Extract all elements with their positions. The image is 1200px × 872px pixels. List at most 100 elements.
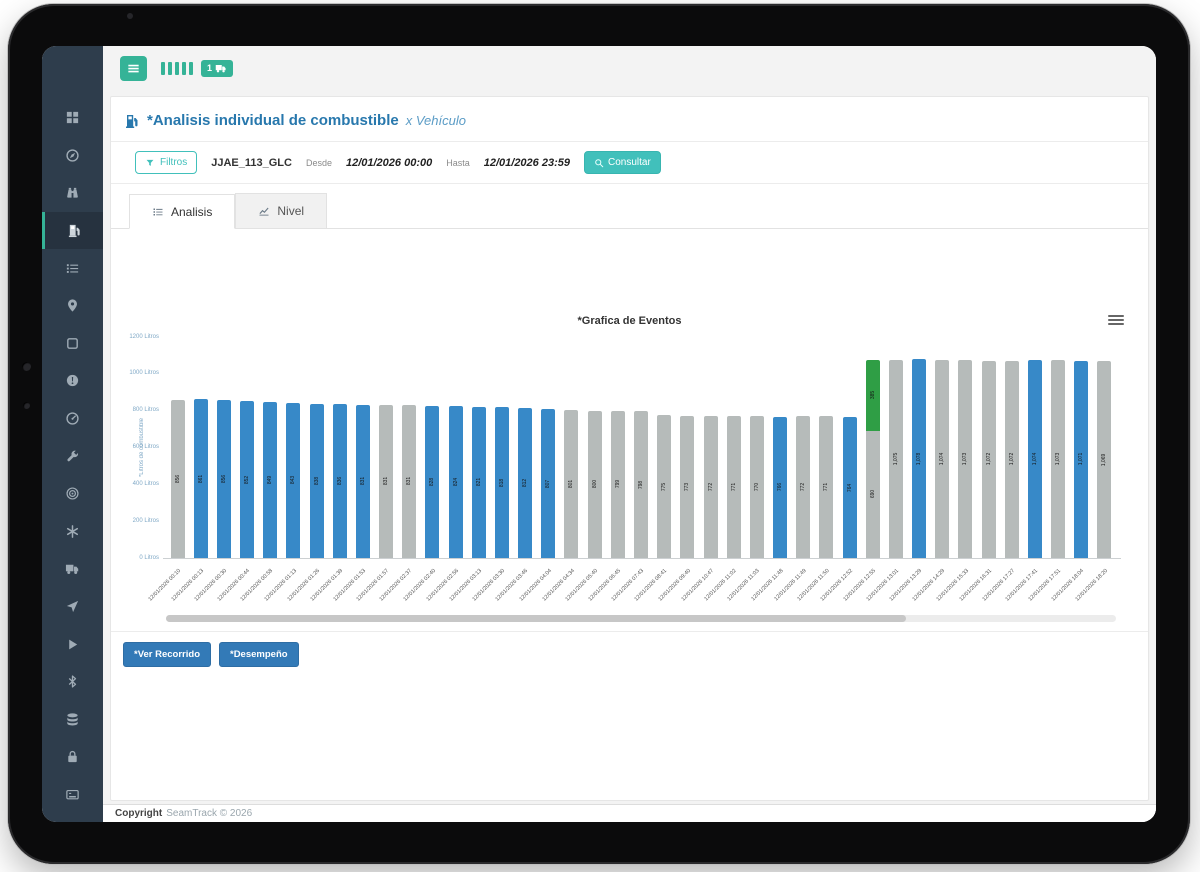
fuel-level-segment: 690 <box>865 430 880 558</box>
bar-value-label: 772 <box>707 482 714 492</box>
bar-value-label: 821 <box>475 478 482 487</box>
sidebar-item-compass[interactable] <box>42 137 103 175</box>
chart-bar[interactable]: 766 <box>773 416 788 558</box>
light-sensor <box>23 402 30 409</box>
chart-bar[interactable]: 812 <box>518 408 533 558</box>
fuel-level-segment: 1,075 <box>888 360 903 558</box>
chart-bar[interactable]: 849 <box>263 401 278 558</box>
sidebar-item-lock[interactable] <box>42 738 103 776</box>
sidebar-item-database[interactable] <box>42 701 103 739</box>
chart-bar[interactable]: 836 <box>332 404 347 558</box>
chart-bar[interactable]: 1,074 <box>935 360 950 558</box>
chart-bar[interactable]: 1,072 <box>1004 360 1019 558</box>
app-screen: 1 *Analisis individual de combustible x … <box>42 46 1156 822</box>
chart-bar[interactable]: 775 <box>657 415 672 558</box>
chart-bar[interactable]: 1,073 <box>1051 360 1066 558</box>
chart-bar[interactable]: 798 <box>634 411 648 558</box>
y-axis-tick: 400 Litros <box>132 480 159 487</box>
sidebar-item-nav-arrow[interactable] <box>42 588 103 626</box>
chart-bar[interactable]: 856 <box>170 400 185 558</box>
chart-bar[interactable]: 801 <box>564 410 579 558</box>
sidebar-item-binoculars[interactable] <box>42 174 103 212</box>
chart-bar[interactable]: 843 <box>286 402 301 558</box>
sidebar-item-play[interactable] <box>42 625 103 663</box>
chart-bar[interactable]: 1,078 <box>912 359 927 558</box>
sidebar-item-grid[interactable] <box>42 99 103 137</box>
chart-bar[interactable]: 821 <box>471 406 486 558</box>
sidebar-item-map-pin[interactable] <box>42 287 103 325</box>
chart-bar[interactable]: 818 <box>494 407 509 558</box>
tab-analisis[interactable]: Analisis <box>129 194 236 229</box>
chart-scrollbar-track[interactable] <box>166 615 1116 622</box>
chart-bar[interactable]: 770 <box>749 416 764 558</box>
chart-bar[interactable]: 771 <box>819 416 834 558</box>
fuel-level-segment: 828 <box>425 405 440 558</box>
sidebar-item-asterisk[interactable] <box>42 513 103 551</box>
chart-bar[interactable]: 852 <box>240 401 255 558</box>
chart-bar[interactable]: 799 <box>610 410 625 558</box>
chart-bar[interactable]: 1,074 <box>1027 360 1042 558</box>
tab-bar: Analisis Nivel <box>111 193 1148 229</box>
menu-toggle-button[interactable] <box>120 55 147 81</box>
page-header: *Analisis individual de combustible x Ve… <box>111 97 1148 141</box>
fuel-pump-icon <box>68 224 80 238</box>
desde-value[interactable]: 12/01/2026 00:00 <box>345 156 433 169</box>
chart-scrollbar-thumb[interactable] <box>166 615 906 622</box>
chart-bar[interactable]: 831 <box>355 404 370 558</box>
sidebar-item-square[interactable] <box>42 325 103 363</box>
chart-export-menu-button[interactable] <box>1108 313 1124 327</box>
sidebar-item-card[interactable] <box>42 776 103 814</box>
ver-recorrido-button[interactable]: *Ver Recorrido <box>123 642 211 667</box>
fuel-level-segment: 1,078 <box>912 359 927 558</box>
chart-bar[interactable]: 1,075 <box>888 360 903 558</box>
chart-bar[interactable]: 807 <box>541 409 556 558</box>
list-icon <box>66 263 79 273</box>
vehicle-count-badge[interactable]: 1 <box>201 59 233 77</box>
desempeno-button[interactable]: *Desempeño <box>219 642 299 667</box>
page-subtitle: x Vehículo <box>405 113 466 128</box>
chart-bar[interactable]: 824 <box>448 406 463 558</box>
chart-bar[interactable]: 771 <box>726 416 741 558</box>
chart-bar[interactable]: 1,073 <box>958 360 973 558</box>
chart-bar[interactable]: 831 <box>402 404 417 558</box>
fuel-level-segment: 798 <box>634 411 648 558</box>
sidebar-item-wrench[interactable] <box>42 437 103 475</box>
hamburger-icon <box>128 64 139 72</box>
fuel-level-segment: 843 <box>286 402 301 558</box>
chart-bar[interactable]: 764 <box>842 417 857 558</box>
fuel-load-segment[interactable]: 385 <box>865 360 880 431</box>
sidebar-item-alert[interactable] <box>42 362 103 400</box>
bar-value-label: 831 <box>406 477 413 486</box>
chart-bar[interactable]: 856 <box>216 400 231 558</box>
chart-bar[interactable]: 861 <box>193 399 208 558</box>
sidebar-item-list[interactable] <box>42 249 103 287</box>
tab-analisis-label: Analisis <box>171 204 213 219</box>
sidebar-item-truck[interactable] <box>42 550 103 588</box>
chart-bar[interactable]: 831 <box>379 404 394 558</box>
bar-value-label: 807 <box>545 479 552 488</box>
chart-bar[interactable]: 773 <box>680 415 695 558</box>
chart-bar[interactable]: 838 <box>309 403 324 558</box>
tab-nivel[interactable]: Nivel <box>235 193 328 228</box>
chart-bar[interactable]: 828 <box>425 405 440 558</box>
wrench-icon <box>67 450 79 461</box>
top-toolbar: 1 <box>103 46 1156 90</box>
filtros-button[interactable]: Filtros <box>135 151 198 174</box>
chart-bar[interactable]: 1,071 <box>1074 360 1089 558</box>
chart-bar[interactable]: 772 <box>703 415 718 558</box>
sidebar-item-bluetooth[interactable] <box>42 663 103 701</box>
sidebar-item-fuel-pump[interactable] <box>42 211 103 250</box>
bar-value-label: 812 <box>522 479 529 488</box>
chart-bar[interactable]: 385 690 <box>865 360 880 558</box>
bar-value-label: 818 <box>498 478 505 487</box>
consultar-button[interactable]: Consultar <box>583 151 661 174</box>
compass-icon <box>66 149 79 162</box>
sidebar-item-gauge[interactable] <box>42 400 103 438</box>
chart-bar[interactable]: 800 <box>587 410 602 558</box>
hasta-value[interactable]: 12/01/2026 23:59 <box>483 156 570 169</box>
chart-bar[interactable]: 772 <box>796 415 811 558</box>
sidebar-item-target[interactable] <box>42 475 103 513</box>
alert-icon <box>66 375 79 387</box>
chart-bar[interactable]: 1,072 <box>981 360 996 558</box>
chart-bar[interactable]: 1,069 <box>1097 361 1112 558</box>
